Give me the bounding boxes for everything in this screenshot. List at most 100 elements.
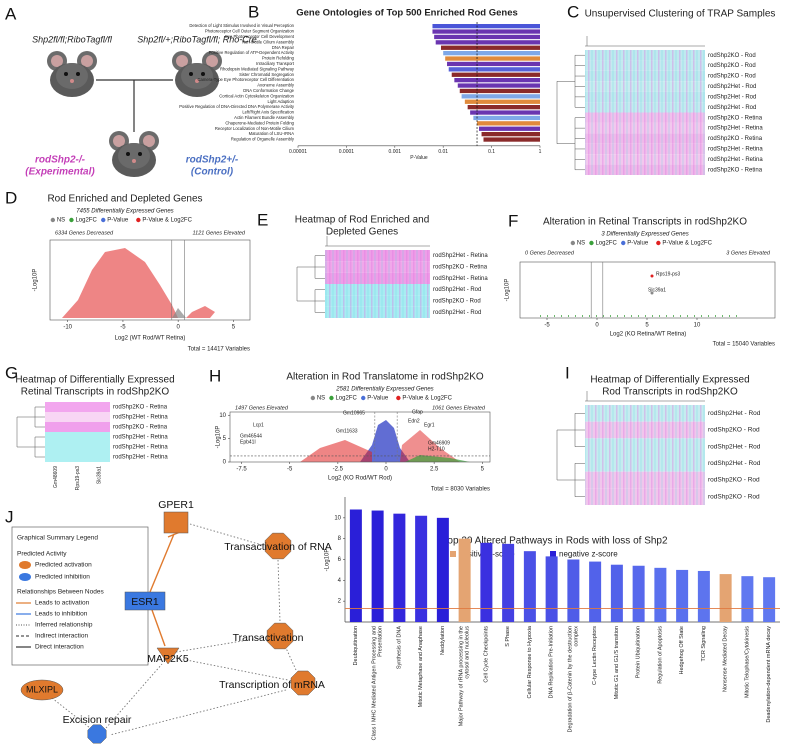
gene-label: Rps19-ps3 (656, 271, 680, 277)
category-label-group: Degradation of β-Catenin by the destruct… (567, 626, 579, 733)
category-label-box: Neddylation (440, 626, 446, 655)
network-node-shape (124, 591, 166, 611)
category-label-group: Protein Ubiquitination (636, 626, 642, 678)
bar (676, 569, 689, 622)
mouse-nose (195, 79, 199, 83)
row-label: rodShp2KO - Rod (708, 53, 756, 59)
y-tick-label: 0 (223, 460, 227, 466)
heatmap-texture (585, 455, 705, 472)
category-label-group: Cell Cycle Checkpoints (483, 626, 489, 683)
legend-label: Leads to activation (35, 600, 90, 607)
legend-label: P-Value (107, 218, 129, 224)
category-label: Class I MHC Mediated Antigen Processing … (371, 626, 384, 741)
genotype-note: (Control) (191, 167, 234, 178)
bar (589, 561, 602, 622)
bar (448, 67, 540, 72)
panel-title: Unsupervised Clustering of TRAP Samples (585, 9, 776, 20)
legend-label: P-Value (367, 396, 389, 402)
y-tick-label: 5 (223, 436, 227, 442)
category-label-box: Degradation of β-Catenin by the destruct… (567, 626, 579, 733)
row-label: rodShp2Het - Rod (708, 94, 756, 100)
category-label-box: Regulation of Apoptosis (657, 626, 663, 684)
row-label: rodShp2KO - Retina (708, 136, 763, 142)
legend-heading: Predicted Activity (17, 551, 67, 558)
row-label: rodShp2Het - Retina (708, 157, 763, 163)
genotype: Shp2fl/fl;RiboTagfl/fl (32, 34, 113, 44)
bar (371, 510, 384, 622)
bar (763, 577, 776, 622)
legend-marker (310, 395, 316, 401)
category-label-group: DNA Replication Pre-Initiation (548, 626, 555, 699)
x-tick-label: -5 (120, 325, 126, 331)
y-tick-label: 8 (338, 536, 342, 542)
x-tick-label: 5 (645, 323, 649, 329)
x-tick-label: 10 (694, 323, 701, 329)
heatmap-texture (585, 164, 705, 175)
network-node-label: Excision repair (63, 714, 132, 726)
category-label-group: Class I MHC Mediated Antigen Processing … (371, 626, 384, 741)
bar (445, 56, 540, 61)
category-label-box: TCR Signaling (701, 626, 707, 661)
category-label: Camera-Type Eye Photoreceptor Cell Diffe… (197, 77, 294, 82)
network-node-label: Transactivation of RNA (224, 541, 332, 553)
category-label-group: Deadenylation-dependent mRNA decay (766, 626, 773, 723)
row-label: rodShp2Het - Retina (113, 455, 168, 461)
column-label: Gm48609 (53, 466, 59, 488)
heatmap-texture (585, 91, 705, 103)
category-label-group: Mitotic G1 and G1/S transition (614, 626, 620, 699)
heatmap-texture (585, 112, 705, 123)
mouse-eye (138, 152, 142, 156)
row-label: rodShp2KO - Retina (433, 265, 488, 271)
x-tick-label: 0.00001 (289, 149, 307, 155)
panel-subtitle: 7455 Differentially Expressed Genes (76, 209, 173, 215)
category-label: Non-Motile Cilium Assembly (242, 39, 295, 44)
category-label: Deadenylation-dependent mRNA decay (766, 626, 773, 723)
category-label: Sister Chromatid Segregation (239, 72, 295, 77)
category-label-box: Mitotic Metaphase and Anaphase (418, 626, 424, 707)
legend-marker (136, 217, 141, 223)
bar (432, 29, 540, 34)
category-label: Chaperone-Mediated Protein Folding (225, 120, 294, 125)
category-label-box: Deadenylation-dependent mRNA decay (766, 626, 773, 723)
panel-title: Retinal Transcripts in rodShp2KO (21, 387, 170, 398)
network-node-label: GPER1 (158, 499, 194, 511)
mouse-eye (64, 72, 68, 76)
row-label: rodShp2Het - Rod (708, 84, 756, 90)
mouse-ear-inner (113, 135, 125, 147)
heatmap-texture (325, 295, 430, 307)
category-label-group: TCR Signaling (701, 626, 707, 661)
category-label: DNA Replication Pre-Initiation (548, 626, 555, 699)
mouse-head (118, 143, 150, 169)
row-label: rodShp2Het - Rod (708, 105, 756, 111)
legend-label: P-Value & Log2FC (662, 241, 712, 247)
legend-label: P-Value & Log2FC (402, 396, 452, 402)
category-label: Synthesis of DNA (396, 626, 403, 670)
category-label: DNA Repair (272, 45, 295, 50)
network-edge (175, 636, 267, 653)
mouse-head (181, 63, 213, 89)
genotype-label: rodShp2+/- (186, 155, 239, 166)
row-label: rodShp2Het - Rod (433, 310, 481, 316)
annotation: 1121 Genes Elevated (193, 230, 246, 236)
legend-marker (621, 240, 626, 246)
row-label: rodShp2KO - Retina (708, 167, 763, 173)
row-label: rodShp2Het - Retina (113, 435, 168, 441)
category-label: Photoreceptor Cell Outer Segment Organiz… (205, 29, 295, 34)
network-node-label: Transactivation (233, 632, 304, 644)
mouse-eye (126, 152, 130, 156)
legend-label: Log2FC (335, 396, 357, 402)
category-label: Eye Photoreceptor Cell Development (225, 34, 295, 39)
category-label: Detection of Light Stimulus Involved in … (189, 23, 294, 28)
category-label: DNA Conformation Change (243, 88, 294, 93)
x-axis-label: Log2 (KO Rod/WT Rod) (328, 476, 392, 482)
panel-title: Rod Transcripts in rodShp2KO (602, 387, 738, 398)
panel-letter: A (5, 4, 17, 23)
panel-letter: I (565, 363, 570, 382)
heatmap-row (45, 442, 110, 452)
y-tick-label: 10 (334, 515, 341, 521)
bar (632, 565, 645, 622)
legend-label: NS (577, 241, 585, 247)
genotype-note: (Experimental) (25, 167, 95, 178)
row-label: rodShp2Het - Retina (708, 147, 763, 153)
